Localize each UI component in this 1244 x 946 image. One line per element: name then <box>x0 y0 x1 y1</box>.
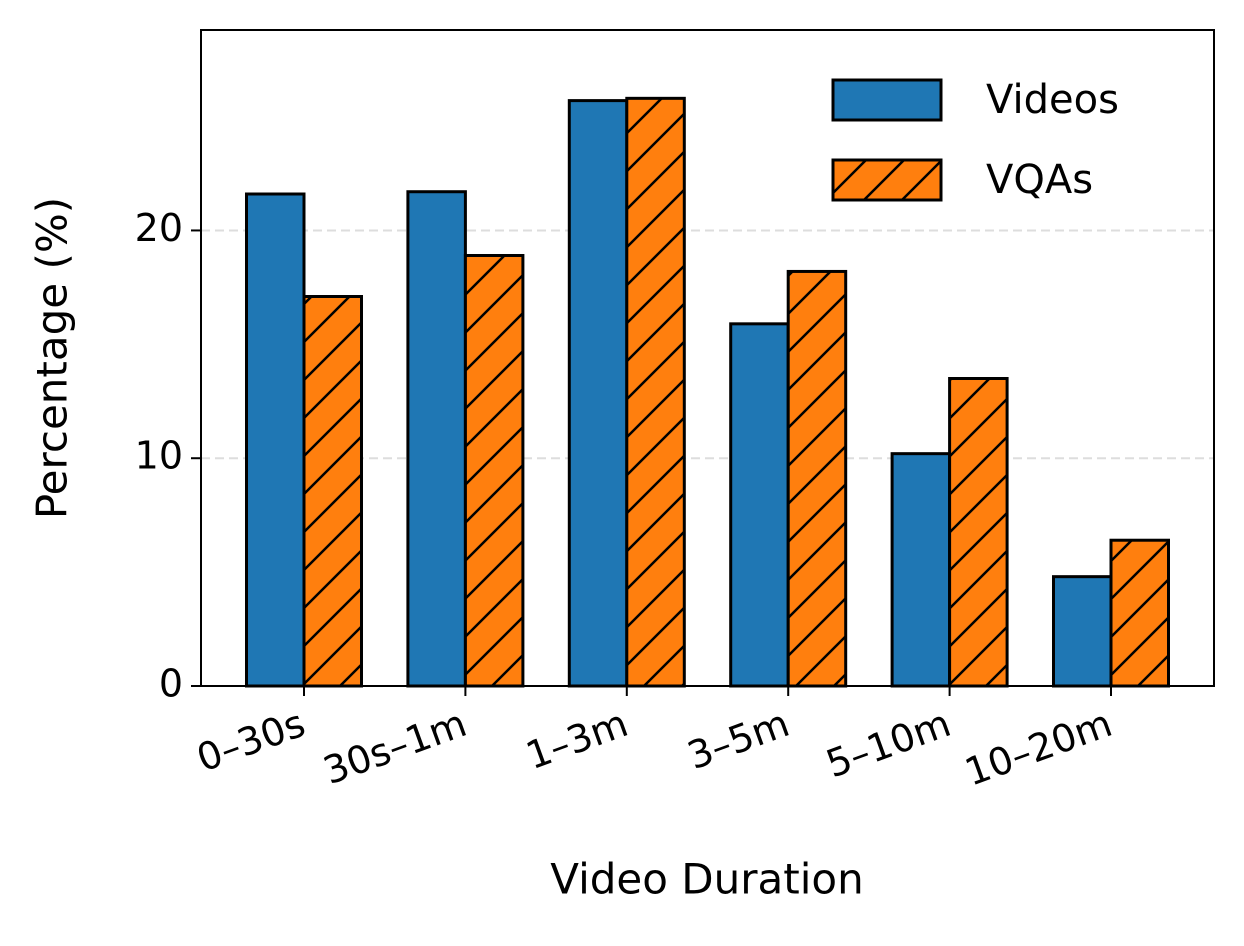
bar <box>1053 576 1111 686</box>
x-tick-label: 10–20m <box>959 701 1118 795</box>
legend-swatch-outline <box>831 78 943 122</box>
bar <box>407 191 466 686</box>
x-tick-label: 5–10m <box>820 701 956 786</box>
plot-frame <box>200 29 1215 687</box>
bar <box>569 100 627 687</box>
x-tick-label: 30s–1m <box>318 701 472 793</box>
legend-swatch <box>833 80 941 120</box>
bar <box>246 194 304 686</box>
bar-hatch <box>626 98 685 687</box>
y-axis-label: Percentage (%) <box>28 197 77 519</box>
bar-hatch <box>1111 540 1169 686</box>
bar-hatch <box>949 378 1008 686</box>
legend-swatch-hatch <box>833 160 941 200</box>
y-tick-label: 0 <box>159 662 183 706</box>
legend-label: VQAs <box>986 157 1093 203</box>
bar-hatch <box>304 296 362 686</box>
bar-hatch <box>465 255 523 686</box>
y-tick-label: 10 <box>135 434 183 478</box>
x-tick-label: 1–3m <box>520 701 633 778</box>
x-tick-label: 3–5m <box>682 701 795 778</box>
legend-label: Videos <box>986 77 1119 123</box>
legend-swatch-outline <box>831 158 943 202</box>
bar <box>892 453 950 686</box>
x-axis-label: Video Duration <box>550 855 863 904</box>
bar-hatch <box>788 271 846 686</box>
y-tick-label: 20 <box>135 206 183 250</box>
bar <box>730 323 789 686</box>
x-tick-label: 0–30s <box>191 701 311 780</box>
